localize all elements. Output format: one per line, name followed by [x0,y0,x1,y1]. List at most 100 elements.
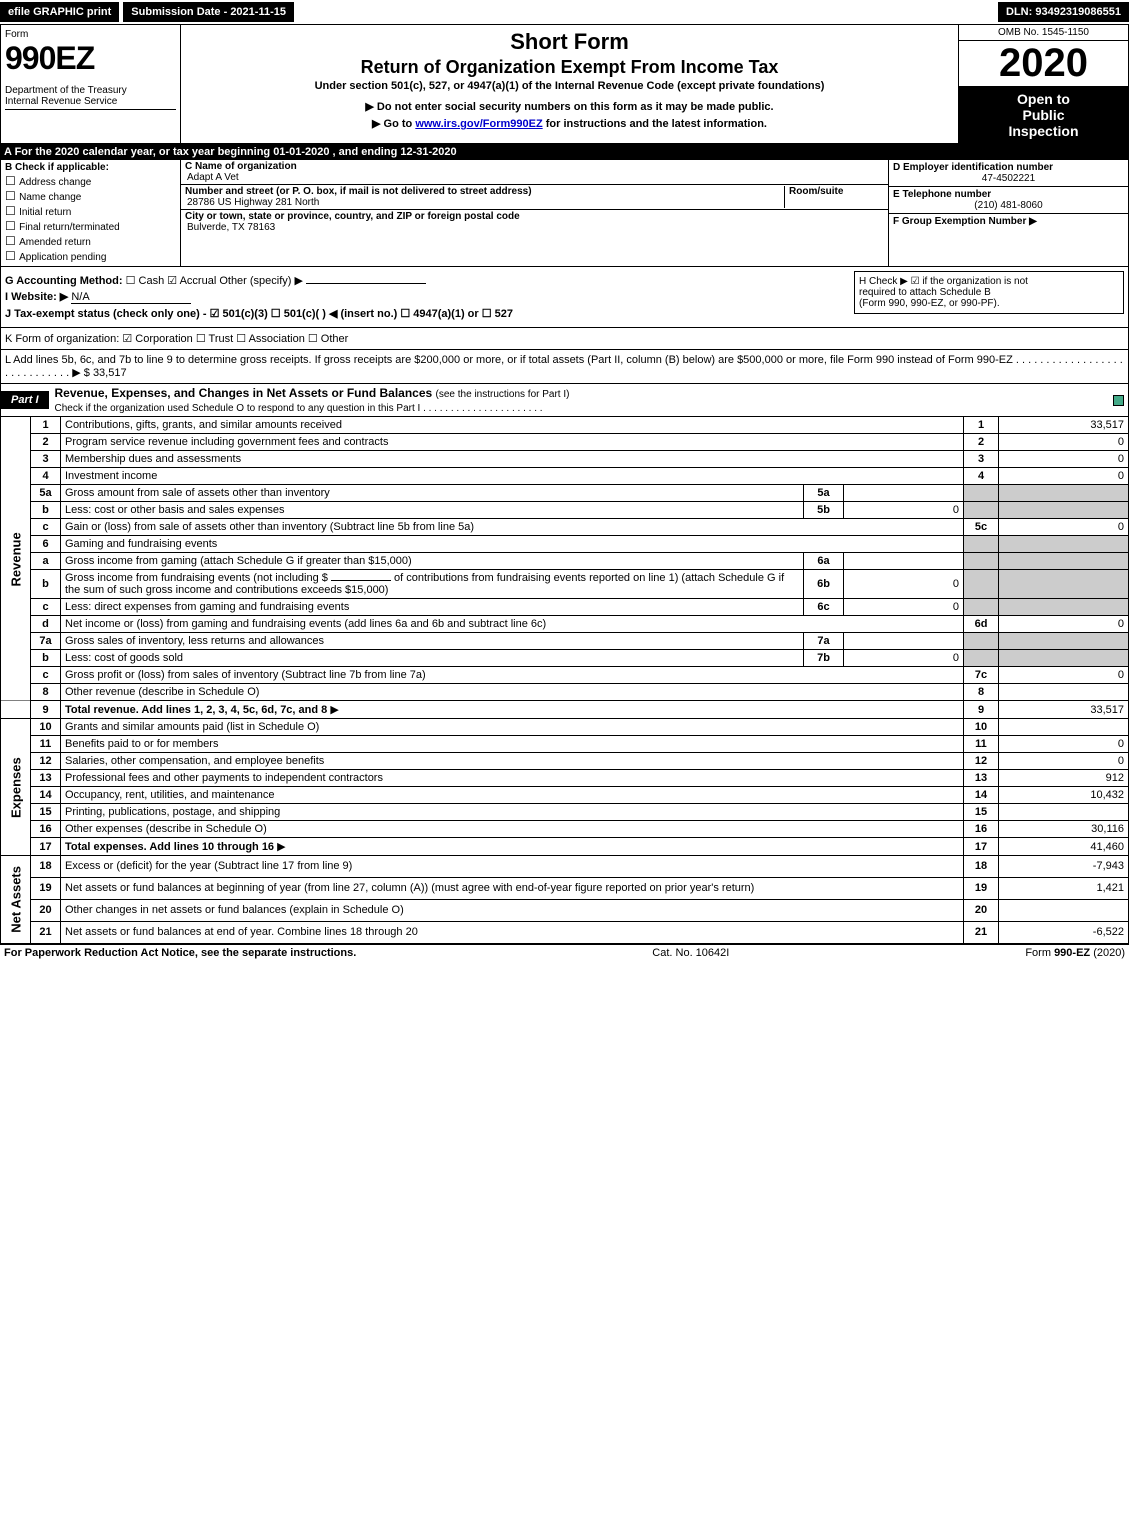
line-desc: Benefits paid to or for members [61,736,964,753]
irs-link[interactable]: www.irs.gov/Form990EZ [415,118,542,130]
chk-application-pending[interactable]: Application pending [5,249,176,263]
g-cash-text: Cash [139,275,165,287]
g-other-input[interactable] [306,283,426,284]
line-val: 1,421 [999,877,1129,899]
l-value: $ 33,517 [84,367,127,379]
line-ref-shaded [964,553,999,570]
line-desc: Less: direct expenses from gaming and fu… [61,599,804,616]
chk-amended-return[interactable]: Amended return [5,234,176,248]
line-val-shaded [999,570,1129,599]
line-ref: 1 [964,417,999,434]
line-ref: 7c [964,667,999,684]
line-ref-shaded [964,536,999,553]
dln-label: DLN: 93492319086551 [998,2,1129,22]
line-desc: Other revenue (describe in Schedule O) [61,684,964,701]
line-ref-shaded [964,570,999,599]
org-city: Bulverde, TX 78163 [187,222,520,233]
l-text: L Add lines 5b, 6c, and 7b to line 9 to … [5,354,1123,379]
room-label: Room/suite [789,186,884,197]
line-ref: 9 [964,701,999,719]
efile-print-label[interactable]: efile GRAPHIC print [0,2,119,22]
line-val: 0 [999,519,1129,536]
line-val-shaded [999,536,1129,553]
line-val: 0 [999,616,1129,633]
g-other-text: Other (specify) ▶ [219,275,303,287]
f-group-label: F Group Exemption Number ▶ [893,216,1124,227]
footer-form-pre: Form [1025,947,1054,959]
line-desc: Other changes in net assets or fund bala… [61,899,964,921]
line-sub: 6c [804,599,844,616]
city-label: City or town, state or province, country… [185,211,520,222]
line-num: b [31,570,61,599]
line-num: 9 [31,701,61,719]
line-ref: 10 [964,719,999,736]
chk-initial-return[interactable]: Initial return [5,204,176,218]
revenue-side-label: Revenue [1,417,31,701]
l6b-blank[interactable] [331,580,391,581]
line-desc: Membership dues and assessments [61,451,964,468]
line-ref: 19 [964,877,999,899]
instructions-note: ▶ Go to www.irs.gov/Form990EZ for instru… [185,117,954,130]
line-ref: 12 [964,753,999,770]
chk-final-return[interactable]: Final return/terminated [5,219,176,233]
ein-value: 47-4502221 [893,173,1124,184]
line-num: c [31,599,61,616]
line-val [999,684,1129,701]
note2-post: for instructions and the latest informat… [543,118,767,130]
line-num: b [31,502,61,519]
line-desc: Net assets or fund balances at end of ye… [61,921,964,943]
k-form-org: K Form of organization: ☑ Corporation ☐ … [5,332,1124,345]
line-desc: Net assets or fund balances at beginning… [61,877,964,899]
h-schedule-b-box: H Check ▶ ☑ if the organization is not r… [854,271,1124,314]
line-ref: 3 [964,451,999,468]
line-val: 0 [999,451,1129,468]
header-subtitle: Under section 501(c), 527, or 4947(a)(1)… [185,80,954,92]
lines-table: Revenue 1 Contributions, gifts, grants, … [0,417,1129,944]
line-num: d [31,616,61,633]
line-sub: 5a [804,485,844,502]
line-desc: Gain or (loss) from sale of assets other… [61,519,964,536]
line-ref: 21 [964,921,999,943]
service-label: Internal Revenue Service [5,96,176,110]
line-val-shaded [999,599,1129,616]
line-sub: 6b [804,570,844,599]
line-val-shaded [999,553,1129,570]
g-accrual-option[interactable]: ☑ [167,275,179,287]
line-val: 912 [999,770,1129,787]
public-label: Public [963,107,1124,123]
chk-name-change[interactable]: Name change [5,189,176,203]
c-name-label: C Name of organization [185,161,297,172]
line-val-shaded [999,650,1129,667]
line-desc: Net income or (loss) from gaming and fun… [61,616,964,633]
line-num: 1 [31,417,61,434]
l9-desc: Total revenue. Add lines 1, 2, 3, 4, 5c,… [65,704,327,716]
main-title: Return of Organization Exempt From Incom… [185,57,954,78]
line-ref-shaded [964,485,999,502]
addr-label: Number and street (or P. O. box, if mail… [185,186,784,197]
line-ref-shaded [964,502,999,519]
line-ref: 17 [964,838,999,856]
org-info-block: B Check if applicable: Address change Na… [0,160,1129,267]
line-subval: 0 [844,502,964,519]
line-num: 21 [31,921,61,943]
blank-side [1,701,31,719]
part1-checkbox[interactable] [1113,395,1124,406]
d-ein-label: D Employer identification number [893,162,1124,173]
line-num: 10 [31,719,61,736]
chk-address-change[interactable]: Address change [5,174,176,188]
line-ref: 13 [964,770,999,787]
line-num: c [31,667,61,684]
line-desc: Less: cost or other basis and sales expe… [61,502,804,519]
g-cash-option[interactable]: ☐ [126,275,139,287]
tax-year: 2020 [959,41,1128,87]
line-val: 0 [999,434,1129,451]
line-num: 5a [31,485,61,502]
h-text3: (Form 990, 990-EZ, or 990-PF). [859,298,1119,309]
line-val: 10,432 [999,787,1129,804]
line-num: 6 [31,536,61,553]
line-desc: Less: cost of goods sold [61,650,804,667]
line-num: 14 [31,787,61,804]
k-block: K Form of organization: ☑ Corporation ☐ … [0,328,1129,350]
netassets-side-label: Net Assets [1,856,31,944]
h-text2: required to attach Schedule B [859,287,1119,298]
